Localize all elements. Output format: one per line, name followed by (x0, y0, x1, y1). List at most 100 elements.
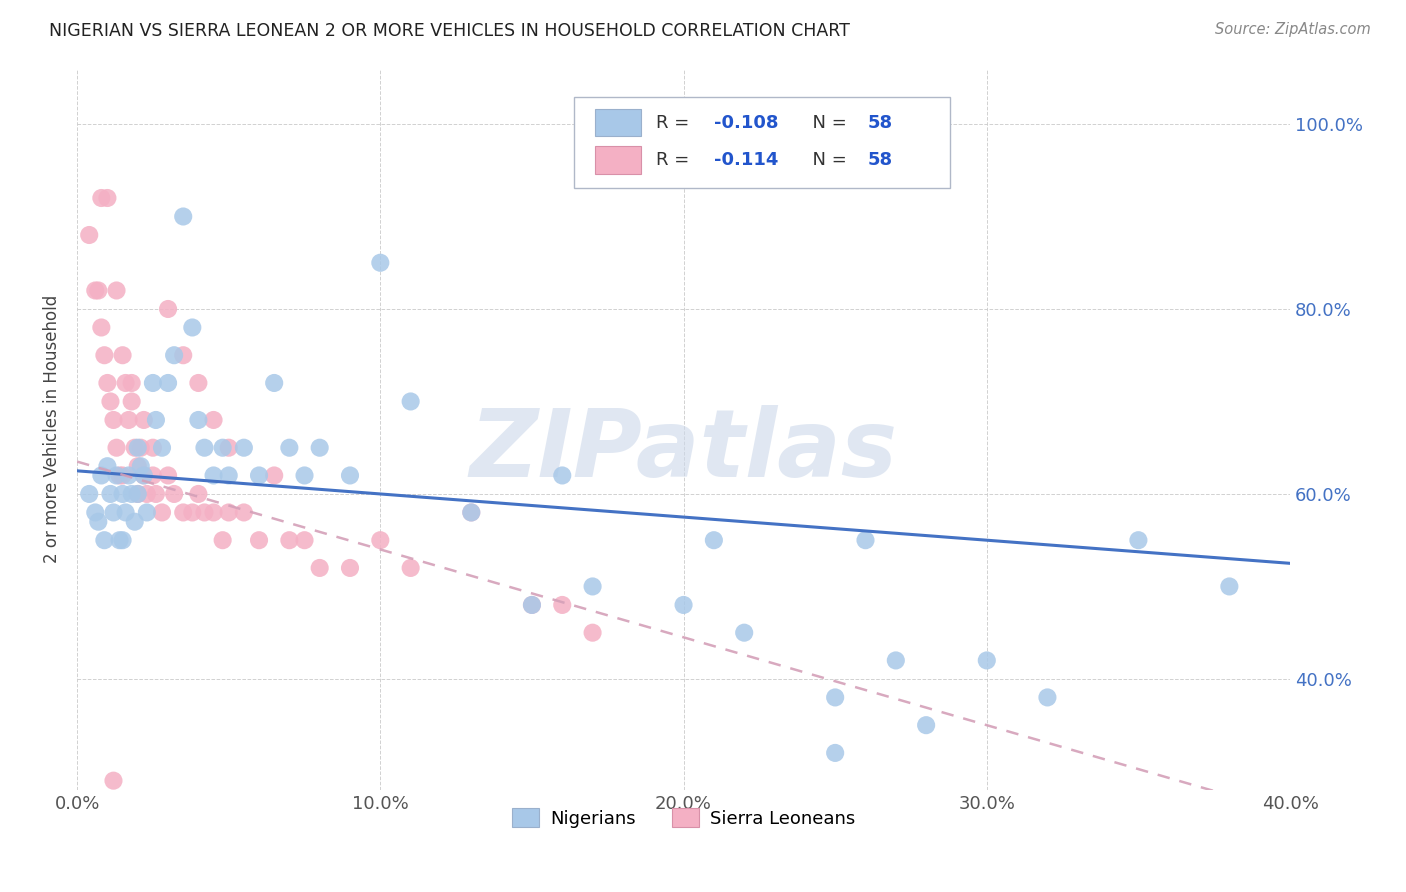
Point (111, 487, 134, 501)
Point (855, 533, 877, 548)
Point (157, 468, 180, 483)
Point (218, 506, 240, 520)
Point (218, 468, 240, 483)
Point (132, 468, 155, 483)
FancyBboxPatch shape (575, 97, 950, 187)
Point (108, 468, 131, 483)
Point (581, 579, 603, 593)
Point (127, 441, 149, 455)
Text: 58: 58 (868, 151, 893, 169)
Point (976, 653, 998, 667)
Point (121, 376, 143, 390)
Point (884, 653, 907, 667)
Point (672, 598, 695, 612)
Point (218, 441, 240, 455)
FancyBboxPatch shape (595, 109, 641, 136)
Point (172, 210, 194, 224)
Text: 58: 58 (868, 113, 893, 132)
Point (84, 284, 107, 298)
FancyBboxPatch shape (595, 146, 641, 174)
Point (370, 256, 392, 270)
Point (127, 459, 149, 474)
Text: ZIPatlas: ZIPatlas (470, 405, 897, 497)
Point (339, 468, 361, 483)
Point (263, 376, 285, 390)
Point (187, 376, 209, 390)
Point (193, 506, 215, 520)
Text: -0.108: -0.108 (714, 113, 779, 132)
Point (339, 561, 361, 575)
Legend: Nigerians, Sierra Leoneans: Nigerians, Sierra Leoneans (505, 801, 862, 835)
Point (581, 625, 603, 640)
Text: -0.114: -0.114 (714, 151, 779, 169)
Point (187, 413, 209, 427)
Point (278, 441, 301, 455)
Point (96, 459, 118, 474)
Text: R =: R = (655, 151, 695, 169)
Point (103, 413, 125, 427)
Point (202, 468, 225, 483)
Point (193, 441, 215, 455)
Point (90, 191, 112, 205)
Point (1128, 533, 1150, 548)
Point (181, 320, 204, 334)
Point (1218, 579, 1240, 593)
Point (202, 413, 225, 427)
Point (551, 468, 574, 483)
Point (87, 284, 110, 298)
Point (93, 533, 115, 548)
Point (127, 487, 149, 501)
Point (824, 690, 846, 705)
Point (117, 413, 139, 427)
Point (247, 468, 270, 483)
Point (142, 441, 165, 455)
Text: R =: R = (655, 113, 695, 132)
Point (135, 487, 157, 501)
Point (111, 468, 134, 483)
Point (187, 487, 209, 501)
Point (163, 487, 186, 501)
Point (370, 533, 392, 548)
Point (114, 506, 136, 520)
Point (90, 468, 112, 483)
Point (232, 441, 254, 455)
Point (105, 284, 128, 298)
Point (103, 506, 125, 520)
Point (520, 598, 543, 612)
Point (308, 561, 330, 575)
Point (308, 441, 330, 455)
Point (202, 506, 225, 520)
Point (77, 487, 100, 501)
Point (114, 376, 136, 390)
Point (211, 441, 233, 455)
Point (278, 533, 301, 548)
Point (111, 348, 134, 362)
Point (103, 773, 125, 788)
Point (157, 376, 180, 390)
Point (1036, 690, 1059, 705)
Point (163, 348, 186, 362)
Point (100, 487, 122, 501)
Point (150, 506, 173, 520)
Point (129, 441, 152, 455)
Point (824, 746, 846, 760)
Point (132, 413, 155, 427)
Point (105, 468, 128, 483)
Point (157, 301, 180, 316)
Point (87, 515, 110, 529)
Point (96, 376, 118, 390)
Point (108, 533, 131, 548)
Point (294, 533, 316, 548)
Text: N =: N = (801, 113, 852, 132)
Point (399, 394, 422, 409)
Point (460, 506, 482, 520)
Point (733, 625, 755, 640)
Point (129, 459, 152, 474)
Text: N =: N = (801, 151, 852, 169)
Point (520, 598, 543, 612)
Point (93, 348, 115, 362)
Point (247, 533, 270, 548)
Point (117, 468, 139, 483)
Text: Source: ZipAtlas.com: Source: ZipAtlas.com (1215, 22, 1371, 37)
Point (96, 191, 118, 205)
